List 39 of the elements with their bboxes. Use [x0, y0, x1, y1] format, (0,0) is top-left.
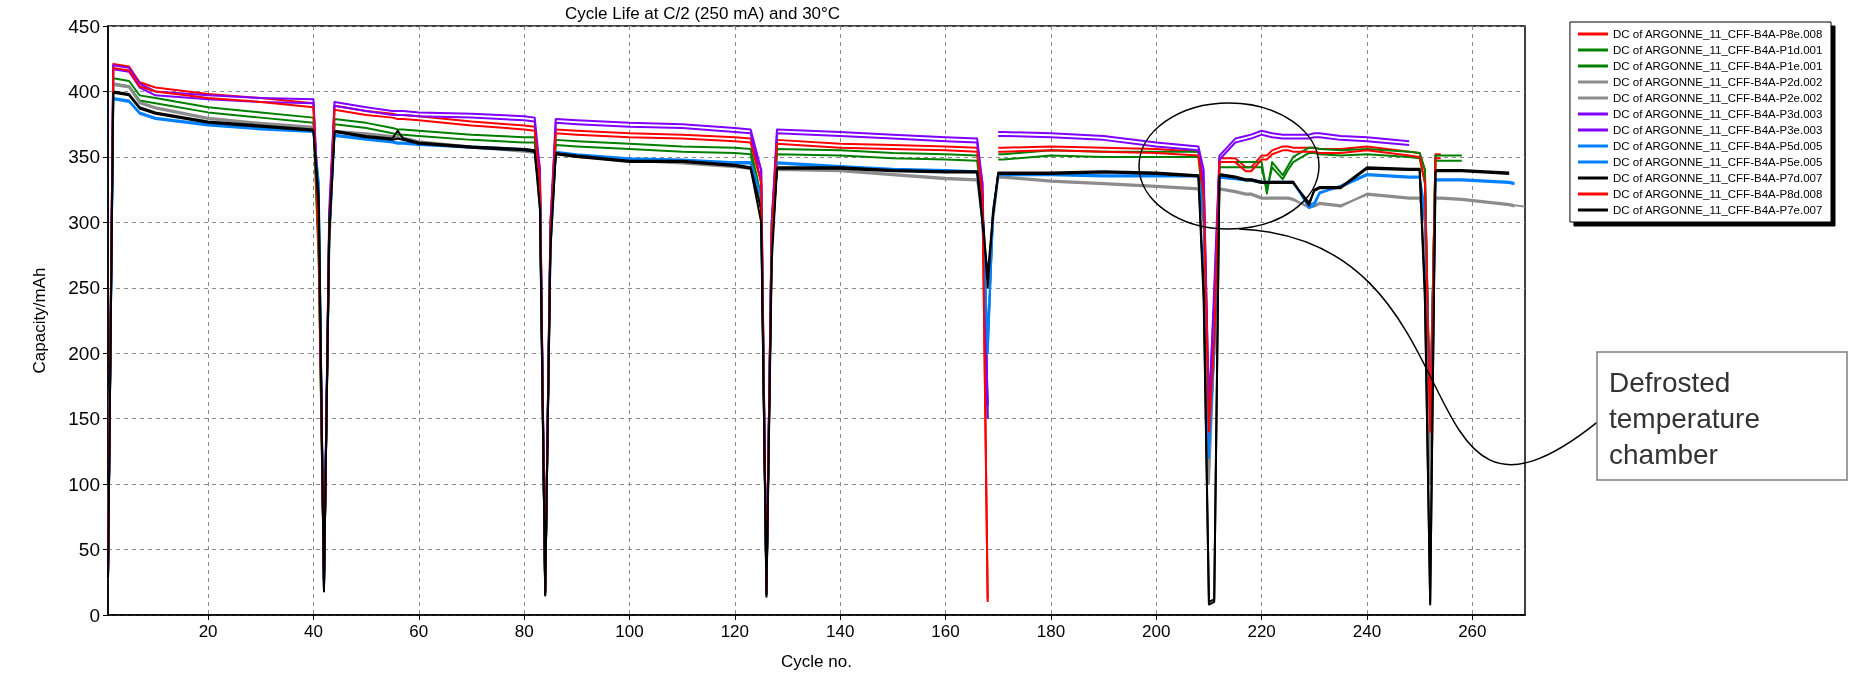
- x-axis-title: Cycle no.: [781, 652, 852, 671]
- x-tick-label: 260: [1458, 622, 1487, 641]
- legend-label: DC of ARGONNE_11_CFF-B4A-P7d.007: [1612, 172, 1823, 184]
- x-tick-label: 120: [720, 622, 750, 641]
- y-tick-label: 250: [68, 277, 100, 299]
- x-tick-label: 180: [1036, 622, 1066, 641]
- x-tick-label: 240: [1352, 622, 1382, 641]
- x-tick-label: 40: [303, 622, 323, 641]
- legend-label: DC of ARGONNE_11_CFF-B4A-P8e.008: [1612, 28, 1823, 40]
- legend-label: DC of ARGONNE_11_CFF-B4A-P5d.005: [1612, 140, 1823, 152]
- legend-label: DC of ARGONNE_11_CFF-B4A-P5e.005: [1612, 156, 1823, 168]
- y-tick-label: 150: [68, 408, 100, 430]
- legend-label: DC of ARGONNE_11_CFF-B4A-P3d.003: [1612, 108, 1823, 120]
- legend-label: DC of ARGONNE_11_CFF-B4A-P2d.002: [1612, 76, 1823, 88]
- y-tick-label: 300: [68, 211, 100, 233]
- x-tick-label: 220: [1247, 622, 1276, 641]
- y-tick-label: 450: [68, 15, 100, 37]
- y-axis-title: Capacity/mAh: [30, 267, 49, 374]
- y-tick-label: 400: [68, 80, 100, 102]
- x-tick-label: 20: [198, 622, 218, 641]
- x-tick-label: 140: [826, 622, 855, 641]
- legend-label: DC of ARGONNE_11_CFF-B4A-P2e.002: [1612, 92, 1823, 104]
- y-tick-label: 200: [68, 342, 100, 364]
- legend-label: DC of ARGONNE_11_CFF-B4A-P8d.008: [1612, 188, 1823, 200]
- y-tick-label: 50: [78, 539, 100, 561]
- x-tick-label: 100: [615, 622, 644, 641]
- text: Defrosted temperature chamber: [1609, 366, 1768, 470]
- x-tick-label: 200: [1142, 622, 1171, 641]
- y-tick-label: 350: [68, 146, 100, 168]
- x-tick-label: 160: [931, 622, 960, 641]
- x-tick-label: 80: [514, 622, 534, 641]
- y-tick-label: 100: [68, 473, 100, 495]
- y-tick-label: 0: [89, 604, 100, 626]
- legend-label: DC of ARGONNE_11_CFF-B4A-P7e.007: [1612, 204, 1823, 216]
- legend-label: DC of ARGONNE_11_CFF-B4A-P1d.001: [1612, 44, 1823, 56]
- legend-label: DC of ARGONNE_11_CFF-B4A-P3e.003: [1612, 124, 1823, 136]
- chart-title: Cycle Life at C/2 (250 mA) and 30°C: [565, 4, 841, 23]
- legend-label: DC of ARGONNE_11_CFF-B4A-P1e.001: [1612, 60, 1823, 72]
- x-tick-label: 60: [409, 622, 429, 641]
